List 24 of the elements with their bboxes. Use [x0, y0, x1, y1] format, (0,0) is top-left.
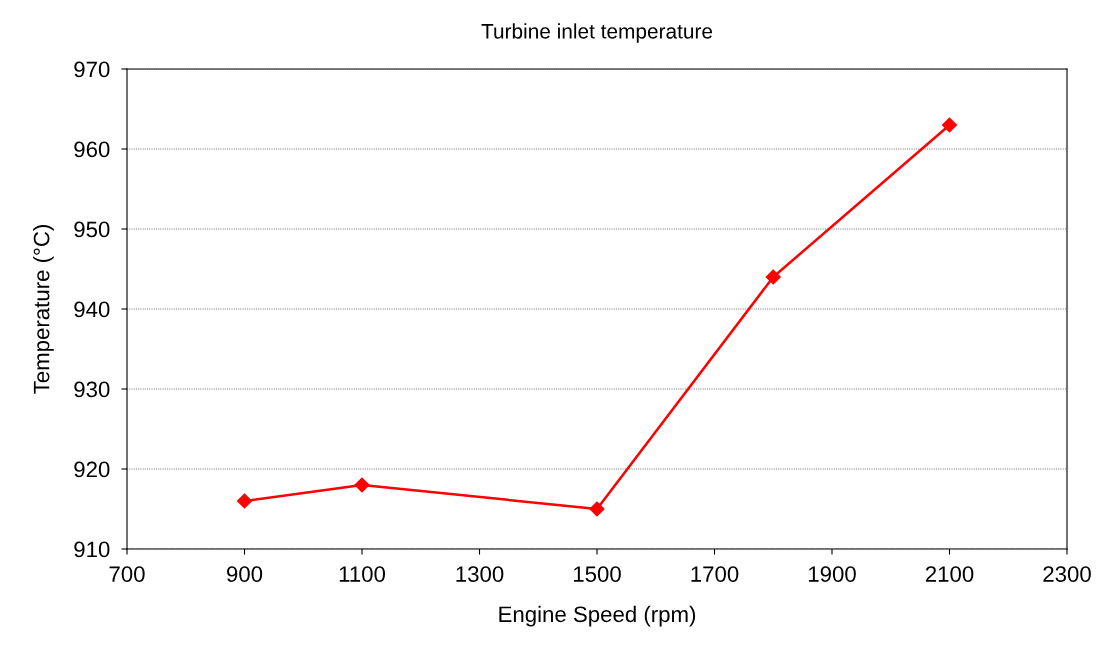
point [236, 493, 253, 509]
x-tick-label: 700 [109, 566, 145, 582]
point [354, 477, 370, 493]
x-axis-title: Engine Speed (rpm) [499, 605, 696, 627]
y-axis-title: Temperature (°C) [33, 225, 54, 394]
y-tick-label: 910 [74, 541, 110, 558]
y-tick-label: 950 [74, 221, 110, 238]
chart-title: Turbine inlet temperature [481, 23, 713, 43]
x-tick-label: 1700 [691, 566, 739, 582]
x-tick-label: 900 [227, 566, 263, 582]
x-tick-label: 1500 [573, 566, 621, 582]
y-tick-label: 970 [74, 61, 110, 78]
x-tick-label: 2100 [925, 566, 974, 582]
x-tick-label: 1900 [808, 566, 856, 582]
point [941, 117, 958, 133]
y-tick-label: 930 [74, 381, 110, 398]
x-tick-label: 1100 [339, 566, 386, 582]
y-tick-label: 940 [74, 301, 110, 318]
y-tick-label: 920 [74, 461, 110, 478]
point [589, 501, 605, 517]
x-tick-label: 2300 [1043, 566, 1091, 582]
x-tick-label: 1300 [456, 566, 504, 582]
point [765, 269, 781, 285]
y-tick-label: 960 [74, 141, 110, 158]
